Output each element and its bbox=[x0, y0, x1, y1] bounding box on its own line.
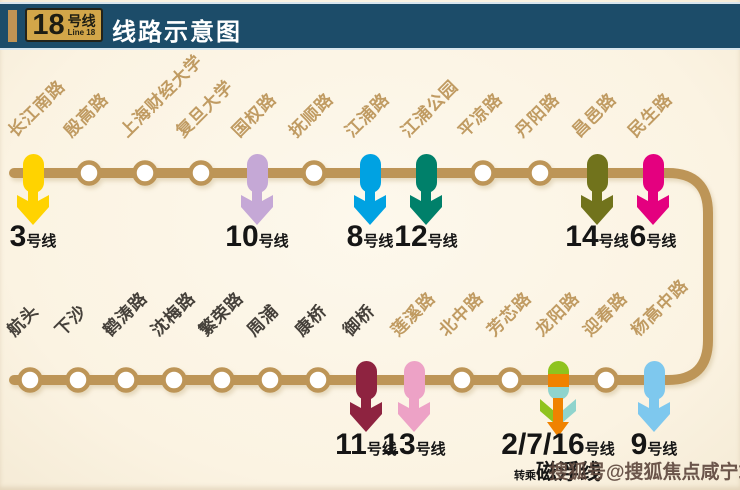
station-dot bbox=[209, 367, 235, 393]
station-dot bbox=[257, 367, 283, 393]
transfer-label-line8: 8号线 bbox=[310, 222, 430, 252]
transfer-capsule-line11 bbox=[356, 361, 377, 400]
transfer-capsule-line13 bbox=[404, 361, 425, 400]
station-dot bbox=[449, 367, 475, 393]
transfer-label-line9: 9号线 bbox=[594, 430, 714, 460]
transfer-line-suffix: 号线 bbox=[258, 233, 289, 250]
transfer-line-suffix: 号线 bbox=[366, 441, 397, 458]
capsule-band-line2 bbox=[548, 361, 569, 374]
transfer-capsule-line8 bbox=[360, 154, 381, 193]
transfer-capsule-line9 bbox=[644, 361, 665, 400]
maglev-transfer-note: 转乘磁浮线 bbox=[488, 456, 628, 486]
transfer-label-line11: 11号线 bbox=[306, 430, 426, 460]
transfer-arrow-icon-lines-2-7-16 bbox=[540, 398, 576, 437]
capsule-band-line7 bbox=[548, 374, 569, 387]
transfer-line-number: 3 bbox=[9, 220, 27, 253]
station-dot bbox=[65, 367, 91, 393]
transfer-line-number: 2/7/16 bbox=[501, 428, 585, 461]
transfer-label-line13: 13号线 bbox=[354, 430, 474, 460]
badge-line-suffix: 号线 bbox=[67, 12, 96, 29]
transfer-line-number: 10 bbox=[225, 220, 259, 253]
transfer-label-line6: 6号线 bbox=[593, 222, 713, 252]
transfer-arrow-icon-line9 bbox=[638, 398, 670, 432]
line18-badge: 18 号线 Line 18 bbox=[25, 8, 103, 42]
transfer-capsule-line14 bbox=[587, 154, 608, 193]
transfer-capsule-line6 bbox=[643, 154, 664, 193]
transfer-line-suffix: 号线 bbox=[427, 233, 458, 250]
transfer-line-suffix: 号线 bbox=[363, 233, 394, 250]
transfer-label-line10: 10号线 bbox=[197, 222, 317, 252]
transfer-line-number: 8 bbox=[346, 220, 364, 253]
badge-line-number: 18 bbox=[32, 8, 65, 41]
page-title: 线路示意图 bbox=[112, 19, 242, 46]
badge-line-subtitle: Line 18 bbox=[67, 27, 96, 37]
transfer-line-number: 13 bbox=[382, 428, 416, 461]
transfer-arrow-icon-line11 bbox=[350, 398, 382, 432]
transfer-label-lines-2-7-16: 2/7/16号线 bbox=[488, 430, 628, 460]
transfer-arrow-icon-line14 bbox=[581, 191, 613, 225]
transfer-line-suffix: 号线 bbox=[584, 441, 615, 458]
transfer-arrow-icon-line12 bbox=[410, 191, 442, 225]
transfer-line-suffix: 号线 bbox=[598, 233, 629, 250]
transfer-capsule-lines-2-7-16 bbox=[548, 361, 569, 400]
transfer-arrow-icon-line6 bbox=[637, 191, 669, 225]
route-line-path bbox=[9, 168, 713, 385]
station-dot bbox=[470, 160, 496, 186]
transfer-line-number: 11 bbox=[335, 428, 367, 461]
station-dot bbox=[17, 367, 43, 393]
transfer-arrow-icon-line8 bbox=[354, 191, 386, 225]
header-bar bbox=[0, 4, 740, 48]
station-dot bbox=[76, 160, 102, 186]
station-dot bbox=[161, 367, 187, 393]
transfer-arrow-icon-line10 bbox=[241, 191, 273, 225]
transfer-line-suffix: 号线 bbox=[26, 233, 57, 250]
transfer-line-suffix: 号线 bbox=[646, 233, 677, 250]
station-dot bbox=[132, 160, 158, 186]
header-gold-stripe bbox=[8, 10, 17, 42]
station-dot bbox=[188, 160, 214, 186]
station-dot bbox=[305, 367, 331, 393]
transfer-label-line12: 12号线 bbox=[366, 222, 486, 252]
transfer-capsule-line12 bbox=[416, 154, 437, 193]
transfer-line-suffix: 号线 bbox=[647, 441, 678, 458]
maglev-line-name: 磁浮线 bbox=[536, 461, 602, 484]
transfer-line-suffix: 号线 bbox=[415, 441, 446, 458]
station-dot bbox=[497, 367, 523, 393]
transfer-label-line14: 14号线 bbox=[537, 222, 657, 252]
transfer-capsule-line3 bbox=[23, 154, 44, 193]
transfer-line-number: 6 bbox=[629, 220, 647, 253]
maglev-transfer-prefix: 转乘 bbox=[514, 470, 536, 482]
station-dot bbox=[113, 367, 139, 393]
station-dot bbox=[593, 367, 619, 393]
transfer-line-number: 14 bbox=[565, 220, 599, 253]
transfer-label-line3: 3号线 bbox=[0, 222, 93, 252]
transfer-line-number: 9 bbox=[630, 428, 648, 461]
station-circles bbox=[17, 160, 619, 393]
station-dot bbox=[527, 160, 553, 186]
watermark: 搜狐号@搜狐焦点咸宁站 bbox=[549, 462, 740, 483]
transfer-arrow-icon-line13 bbox=[398, 398, 430, 432]
capsule-band-line16 bbox=[548, 387, 569, 400]
station-dot bbox=[301, 160, 327, 186]
transfer-arrow-icon-line3 bbox=[17, 191, 49, 225]
transfer-capsule-line10 bbox=[247, 154, 268, 193]
transfer-line-number: 12 bbox=[394, 220, 428, 253]
